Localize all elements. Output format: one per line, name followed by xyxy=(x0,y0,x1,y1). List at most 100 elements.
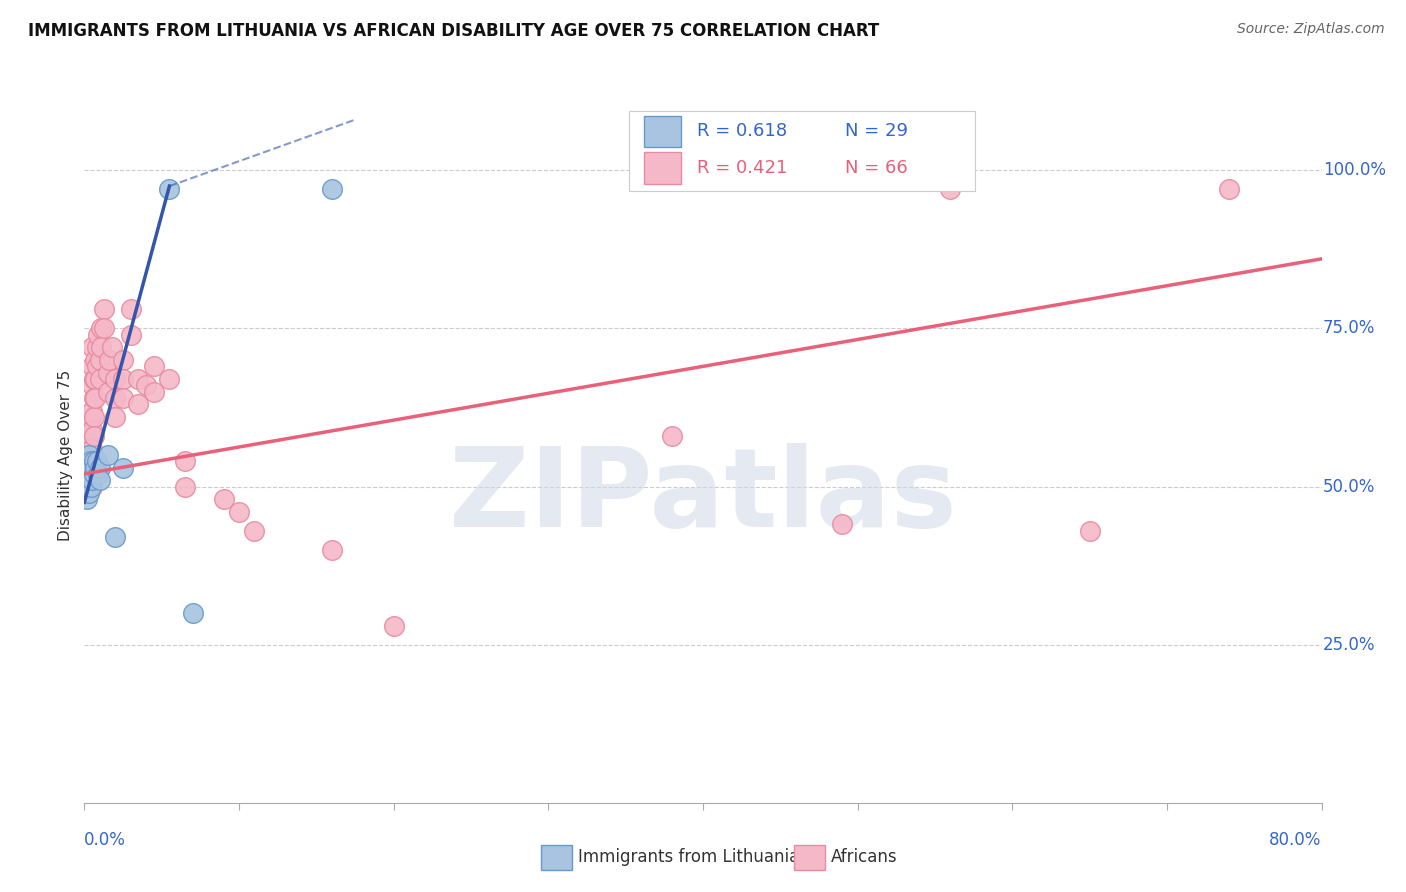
Point xyxy=(112,353,135,368)
Y-axis label: Disability Age Over 75: Disability Age Over 75 xyxy=(58,369,73,541)
Point xyxy=(135,378,157,392)
Point xyxy=(84,372,107,386)
Point xyxy=(86,359,108,374)
Point xyxy=(76,479,98,493)
Point xyxy=(76,454,98,468)
Point xyxy=(79,460,101,475)
Point xyxy=(77,467,100,481)
Point xyxy=(87,327,110,342)
Point xyxy=(82,460,104,475)
Text: 80.0%: 80.0% xyxy=(1270,830,1322,848)
Point xyxy=(1078,524,1101,538)
Point xyxy=(79,479,101,493)
Text: R = 0.618: R = 0.618 xyxy=(697,122,787,140)
Point xyxy=(79,442,101,456)
Text: N = 29: N = 29 xyxy=(845,122,908,140)
Point xyxy=(84,353,107,368)
Point xyxy=(143,359,166,374)
Point xyxy=(112,372,135,386)
Point xyxy=(89,372,111,386)
Point xyxy=(321,542,343,557)
Point xyxy=(84,460,107,475)
Point xyxy=(98,353,121,368)
Point xyxy=(159,182,180,196)
Point xyxy=(174,454,197,468)
Point xyxy=(104,530,127,544)
Point xyxy=(90,340,112,354)
Point xyxy=(76,435,98,450)
Point xyxy=(75,454,97,468)
Point xyxy=(82,479,104,493)
Point xyxy=(321,182,343,196)
Point xyxy=(82,359,104,374)
Point xyxy=(82,473,104,487)
Point xyxy=(77,454,100,468)
Point xyxy=(181,606,204,620)
Point xyxy=(101,340,124,354)
Point xyxy=(90,321,112,335)
Point xyxy=(93,321,115,335)
Point xyxy=(104,391,127,405)
Point xyxy=(89,473,111,487)
Point xyxy=(939,182,962,196)
Point xyxy=(75,486,97,500)
Point xyxy=(77,486,100,500)
Point xyxy=(661,429,683,443)
Text: R = 0.421: R = 0.421 xyxy=(697,159,787,177)
Text: IMMIGRANTS FROM LITHUANIA VS AFRICAN DISABILITY AGE OVER 75 CORRELATION CHART: IMMIGRANTS FROM LITHUANIA VS AFRICAN DIS… xyxy=(28,22,879,40)
Point xyxy=(112,460,135,475)
Point xyxy=(82,442,104,456)
Point xyxy=(89,460,111,475)
Point xyxy=(93,302,115,317)
Point xyxy=(82,460,104,475)
Point xyxy=(831,517,853,532)
Point xyxy=(104,372,127,386)
Point xyxy=(87,467,110,481)
Point xyxy=(83,409,105,424)
Point xyxy=(76,467,98,481)
Point xyxy=(127,372,149,386)
Point xyxy=(79,467,101,481)
Point xyxy=(83,454,105,468)
Point xyxy=(75,473,97,487)
Point xyxy=(174,479,197,493)
Point xyxy=(76,492,98,507)
Point xyxy=(77,448,100,462)
Point xyxy=(112,391,135,405)
Point xyxy=(79,429,101,443)
Point xyxy=(127,397,149,411)
Text: 50.0%: 50.0% xyxy=(1323,477,1375,496)
Point xyxy=(86,454,108,468)
Point xyxy=(120,327,142,342)
Point xyxy=(79,409,101,424)
Point xyxy=(79,454,101,468)
Point xyxy=(143,384,166,399)
Point xyxy=(159,372,180,386)
Point xyxy=(86,340,108,354)
Point xyxy=(243,524,266,538)
Text: 25.0%: 25.0% xyxy=(1323,636,1375,654)
Bar xyxy=(644,116,681,147)
Point xyxy=(75,460,97,475)
Point xyxy=(1218,182,1240,196)
Point xyxy=(83,391,105,405)
Point xyxy=(96,448,118,462)
Point xyxy=(212,492,235,507)
Point xyxy=(76,454,98,468)
Point xyxy=(228,505,250,519)
Point xyxy=(82,340,104,354)
Point xyxy=(120,302,142,317)
Point xyxy=(382,618,405,632)
Point xyxy=(77,473,100,487)
Text: 100.0%: 100.0% xyxy=(1323,161,1386,179)
Point xyxy=(89,353,111,368)
Point xyxy=(77,460,100,475)
Text: 0.0%: 0.0% xyxy=(84,830,127,848)
Text: Africans: Africans xyxy=(831,848,897,866)
Text: N = 66: N = 66 xyxy=(845,159,908,177)
Point xyxy=(96,384,118,399)
Text: 75.0%: 75.0% xyxy=(1323,319,1375,337)
Point xyxy=(82,378,104,392)
Point xyxy=(84,391,107,405)
Point xyxy=(77,417,100,431)
